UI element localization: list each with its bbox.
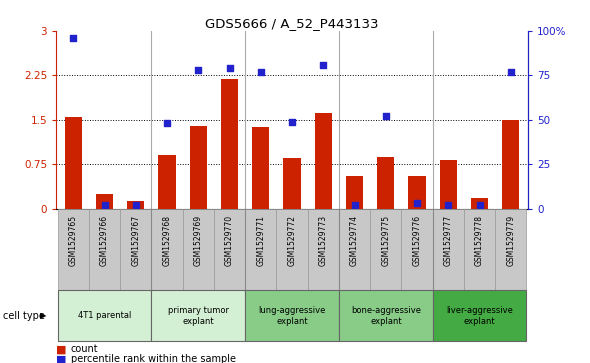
Text: GSM1529777: GSM1529777 — [444, 215, 453, 266]
Bar — [432, 290, 526, 341]
Bar — [408, 176, 425, 209]
Bar — [189, 126, 207, 209]
Text: GSM1529770: GSM1529770 — [225, 215, 234, 266]
Point — [225, 65, 234, 71]
Text: ▶: ▶ — [40, 311, 47, 320]
Text: ■: ■ — [56, 354, 67, 363]
Point — [162, 121, 172, 126]
Text: 4T1 parental: 4T1 parental — [78, 311, 131, 320]
Bar — [283, 158, 301, 209]
Point — [319, 62, 328, 68]
Text: GSM1529779: GSM1529779 — [506, 215, 515, 266]
Bar — [89, 209, 120, 290]
Bar — [159, 155, 176, 209]
Bar — [245, 290, 339, 341]
Text: GSM1529778: GSM1529778 — [475, 215, 484, 266]
Point — [506, 69, 516, 75]
Point — [412, 200, 422, 206]
Text: primary tumor
explant: primary tumor explant — [168, 306, 229, 326]
Bar — [277, 209, 307, 290]
Bar — [120, 209, 152, 290]
Text: GSM1529773: GSM1529773 — [319, 215, 328, 266]
Bar — [377, 156, 395, 209]
Point — [68, 35, 78, 41]
Bar — [183, 209, 214, 290]
Text: bone-aggressive
explant: bone-aggressive explant — [351, 306, 421, 326]
Bar — [502, 120, 519, 209]
Bar — [214, 209, 245, 290]
Bar — [440, 160, 457, 209]
Bar — [471, 198, 488, 209]
Text: cell type: cell type — [3, 311, 45, 321]
Point — [287, 119, 297, 125]
Text: lung-aggressive
explant: lung-aggressive explant — [258, 306, 326, 326]
Bar — [245, 209, 277, 290]
Point — [100, 202, 109, 208]
Text: GSM1529771: GSM1529771 — [256, 215, 266, 266]
Text: GSM1529775: GSM1529775 — [381, 215, 391, 266]
Bar — [152, 209, 183, 290]
Bar — [307, 209, 339, 290]
Bar — [346, 176, 363, 209]
Text: liver-aggressive
explant: liver-aggressive explant — [446, 306, 513, 326]
Text: GSM1529766: GSM1529766 — [100, 215, 109, 266]
Text: ■: ■ — [56, 344, 67, 354]
Text: GSM1529774: GSM1529774 — [350, 215, 359, 266]
Text: GSM1529765: GSM1529765 — [69, 215, 78, 266]
Text: GSM1529768: GSM1529768 — [162, 215, 172, 266]
Bar — [464, 209, 495, 290]
Bar — [221, 79, 238, 209]
Point — [131, 202, 140, 208]
Bar — [314, 113, 332, 209]
Bar — [401, 209, 432, 290]
Text: GSM1529767: GSM1529767 — [131, 215, 140, 266]
Point — [381, 113, 391, 119]
Point — [475, 202, 484, 208]
Point — [350, 202, 359, 208]
Text: GSM1529776: GSM1529776 — [412, 215, 422, 266]
Text: percentile rank within the sample: percentile rank within the sample — [71, 354, 236, 363]
Bar — [370, 209, 401, 290]
Point — [444, 202, 453, 208]
Bar — [152, 290, 245, 341]
Bar — [252, 127, 270, 209]
Bar — [65, 117, 82, 209]
Bar — [495, 209, 526, 290]
Point — [256, 69, 266, 75]
Bar — [96, 194, 113, 209]
Point — [194, 67, 203, 73]
Bar — [58, 209, 89, 290]
Text: GSM1529772: GSM1529772 — [287, 215, 297, 266]
Bar — [339, 209, 370, 290]
Bar — [432, 209, 464, 290]
Bar — [58, 290, 152, 341]
Bar — [339, 290, 432, 341]
Bar — [127, 201, 145, 209]
Title: GDS5666 / A_52_P443133: GDS5666 / A_52_P443133 — [205, 17, 379, 30]
Text: GSM1529769: GSM1529769 — [194, 215, 203, 266]
Text: count: count — [71, 344, 99, 354]
